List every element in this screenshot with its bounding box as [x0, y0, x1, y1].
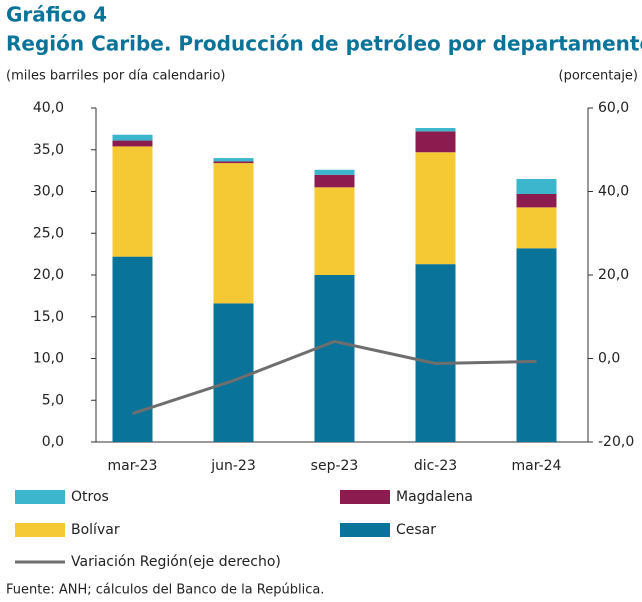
bar [516, 207, 557, 249]
y2-tick-label: -20,0 [598, 434, 634, 450]
bar [415, 152, 456, 265]
y-tick-label: 20,0 [33, 267, 64, 283]
x-tick-label: jun-23 [210, 458, 256, 474]
y2-axis-label: (porcentaje) [559, 69, 638, 84]
legend-label: Variación Región(eje derecho) [71, 554, 281, 570]
bar [112, 256, 153, 442]
bar [516, 248, 557, 442]
bar [314, 174, 355, 188]
bar [213, 303, 254, 442]
bar [314, 169, 355, 175]
bar [213, 161, 254, 164]
bar [415, 264, 456, 442]
bar [516, 194, 557, 208]
legend-swatch [340, 490, 390, 504]
bar [415, 131, 456, 153]
bar [112, 134, 153, 141]
y-tick-label: 25,0 [33, 225, 64, 241]
y2-tick-label: 60,0 [598, 100, 629, 116]
y-tick-label: 40,0 [33, 100, 64, 116]
y-tick-label: 10,0 [33, 351, 64, 367]
bar [415, 128, 456, 132]
y-axis-label: (miles barriles por día calendario) [6, 69, 225, 84]
legend-label: Magdalena [396, 489, 473, 505]
y-tick-label: 0,0 [42, 434, 64, 450]
x-tick-label: sep-23 [311, 458, 359, 474]
y-tick-label: 35,0 [33, 142, 64, 158]
y-tick-label: 30,0 [33, 184, 64, 200]
y-tick-label: 5,0 [42, 392, 64, 408]
legend-label: Bolívar [71, 522, 120, 538]
y2-tick-label: 20,0 [598, 267, 629, 283]
bar [314, 275, 355, 442]
bar [112, 146, 153, 257]
x-tick-label: dic-23 [414, 458, 457, 474]
legend-label: Cesar [396, 522, 436, 538]
legend-swatch [15, 523, 65, 537]
y2-tick-label: 0,0 [598, 351, 620, 367]
legend-swatch [340, 523, 390, 537]
x-tick-label: mar-23 [108, 458, 158, 474]
bar [213, 158, 254, 162]
x-tick-label: mar-24 [512, 458, 562, 474]
y-tick-label: 15,0 [33, 309, 64, 325]
line [132, 339, 537, 416]
bar [112, 140, 153, 147]
bar [213, 163, 254, 304]
source: Fuente: ANH; cálculos del Banco de la Re… [6, 583, 324, 598]
chart-subtitle: Región Caribe. Producción de petróleo po… [6, 32, 642, 56]
legend-label: Otros [71, 489, 109, 505]
chart-title: Gráfico 4 [6, 3, 107, 27]
bar [314, 187, 355, 275]
bar [516, 178, 557, 195]
y2-tick-label: 40,0 [598, 184, 629, 200]
legend-swatch [15, 490, 65, 504]
